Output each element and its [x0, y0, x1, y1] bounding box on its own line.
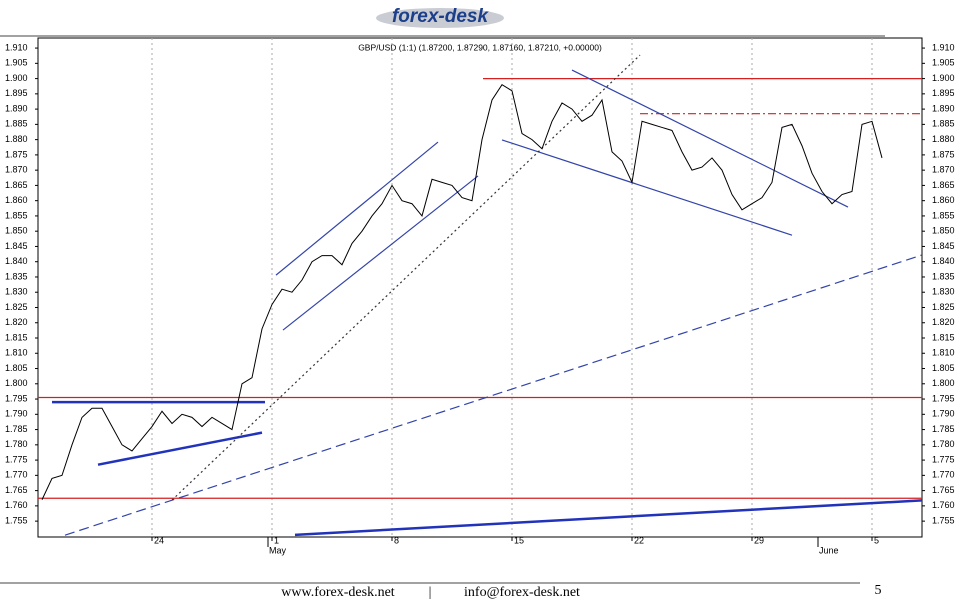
x-tick-label: 15 [514, 535, 524, 545]
month-label: June [819, 545, 839, 555]
y-tick-label: 1.905 [5, 58, 28, 68]
footer-website: www.forex-desk.net [281, 585, 394, 600]
y-tick-label: 1.795 [5, 393, 28, 403]
footer-separator: | [429, 585, 432, 600]
y-tick-label: 1.815 [932, 332, 955, 342]
y-tick-label: 1.790 [932, 409, 955, 419]
trendline [275, 141, 439, 276]
y-tick-label: 1.760 [932, 500, 955, 510]
trendline [571, 69, 849, 208]
y-tick-label: 1.770 [932, 470, 955, 480]
x-tick-label: 29 [754, 535, 764, 545]
page-number: 5 [875, 583, 882, 598]
y-tick-label: 1.810 [5, 348, 28, 358]
x-tick-label: 5 [874, 535, 879, 545]
y-tick-label: 1.780 [932, 439, 955, 449]
y-tick-label: 1.800 [932, 378, 955, 388]
trendline [97, 431, 263, 466]
y-tick-label: 1.845 [5, 241, 28, 251]
y-tick-label: 1.850 [5, 226, 28, 236]
plot-frame [37, 37, 923, 538]
x-tick-label: 8 [394, 535, 399, 545]
y-tick-label: 1.870 [932, 165, 955, 175]
y-tick-label: 1.855 [5, 210, 28, 220]
footer-email: info@forex-desk.net [464, 585, 580, 600]
y-tick-label: 1.860 [932, 195, 955, 205]
trendline [294, 499, 923, 537]
y-tick-label: 1.835 [932, 271, 955, 281]
y-tick-label: 1.885 [932, 119, 955, 129]
y-tick-label: 1.855 [932, 210, 955, 220]
trendline [171, 54, 641, 501]
y-tick-label: 1.775 [932, 454, 955, 464]
y-tick-label: 1.825 [932, 302, 955, 312]
y-tick-label: 1.860 [5, 195, 28, 205]
y-tick-label: 1.790 [5, 409, 28, 419]
y-tick-label: 1.760 [5, 500, 28, 510]
y-tick-label: 1.840 [5, 256, 28, 266]
x-tick-label: 1 [274, 535, 279, 545]
y-tick-label: 1.820 [5, 317, 28, 327]
x-tick-label: 22 [634, 535, 644, 545]
y-tick-label: 1.910 [932, 42, 955, 52]
trendline [501, 139, 793, 236]
y-tick-label: 1.875 [932, 149, 955, 159]
y-tick-label: 1.765 [5, 485, 28, 495]
chart-title: GBP/USD (1:1) (1.87200, 1.87290, 1.87160… [358, 42, 602, 52]
trendline [64, 254, 923, 536]
y-tick-label: 1.840 [932, 256, 955, 266]
x-tick-label: 24 [154, 535, 164, 545]
y-tick-label: 1.890 [5, 103, 28, 113]
y-tick-label: 1.755 [5, 516, 28, 526]
y-tick-label: 1.780 [5, 439, 28, 449]
logo-swoosh [376, 8, 504, 28]
y-tick-label: 1.900 [932, 73, 955, 83]
y-tick-label: 1.870 [5, 165, 28, 175]
price-line [41, 84, 883, 500]
y-tick-label: 1.910 [5, 42, 28, 52]
y-tick-label: 1.795 [932, 393, 955, 403]
y-tick-label: 1.805 [5, 363, 28, 373]
y-tick-label: 1.895 [5, 88, 28, 98]
y-tick-label: 1.785 [5, 424, 28, 434]
y-tick-label: 1.815 [5, 332, 28, 342]
y-tick-label: 1.770 [5, 470, 28, 480]
y-tick-label: 1.865 [5, 180, 28, 190]
y-tick-label: 1.765 [932, 485, 955, 495]
y-tick-label: 1.835 [5, 271, 28, 281]
y-tick-label: 1.820 [932, 317, 955, 327]
y-tick-label: 1.875 [5, 149, 28, 159]
trendline [282, 175, 479, 331]
y-tick-label: 1.895 [932, 88, 955, 98]
y-tick-label: 1.880 [932, 134, 955, 144]
y-tick-label: 1.830 [932, 287, 955, 297]
y-tick-label: 1.890 [932, 103, 955, 113]
y-tick-label: 1.900 [5, 73, 28, 83]
y-tick-label: 1.865 [932, 180, 955, 190]
y-tick-label: 1.850 [932, 226, 955, 236]
y-tick-label: 1.805 [932, 363, 955, 373]
y-tick-label: 1.880 [5, 134, 28, 144]
y-tick-label: 1.785 [932, 424, 955, 434]
y-tick-label: 1.800 [5, 378, 28, 388]
y-tick-label: 1.845 [932, 241, 955, 251]
y-tick-label: 1.755 [932, 516, 955, 526]
month-label: May [269, 545, 287, 555]
y-tick-label: 1.775 [5, 454, 28, 464]
y-tick-label: 1.810 [932, 348, 955, 358]
y-tick-label: 1.825 [5, 302, 28, 312]
y-tick-label: 1.905 [932, 58, 955, 68]
y-tick-label: 1.830 [5, 287, 28, 297]
logo: forex-desk [392, 6, 490, 27]
y-tick-label: 1.885 [5, 119, 28, 129]
